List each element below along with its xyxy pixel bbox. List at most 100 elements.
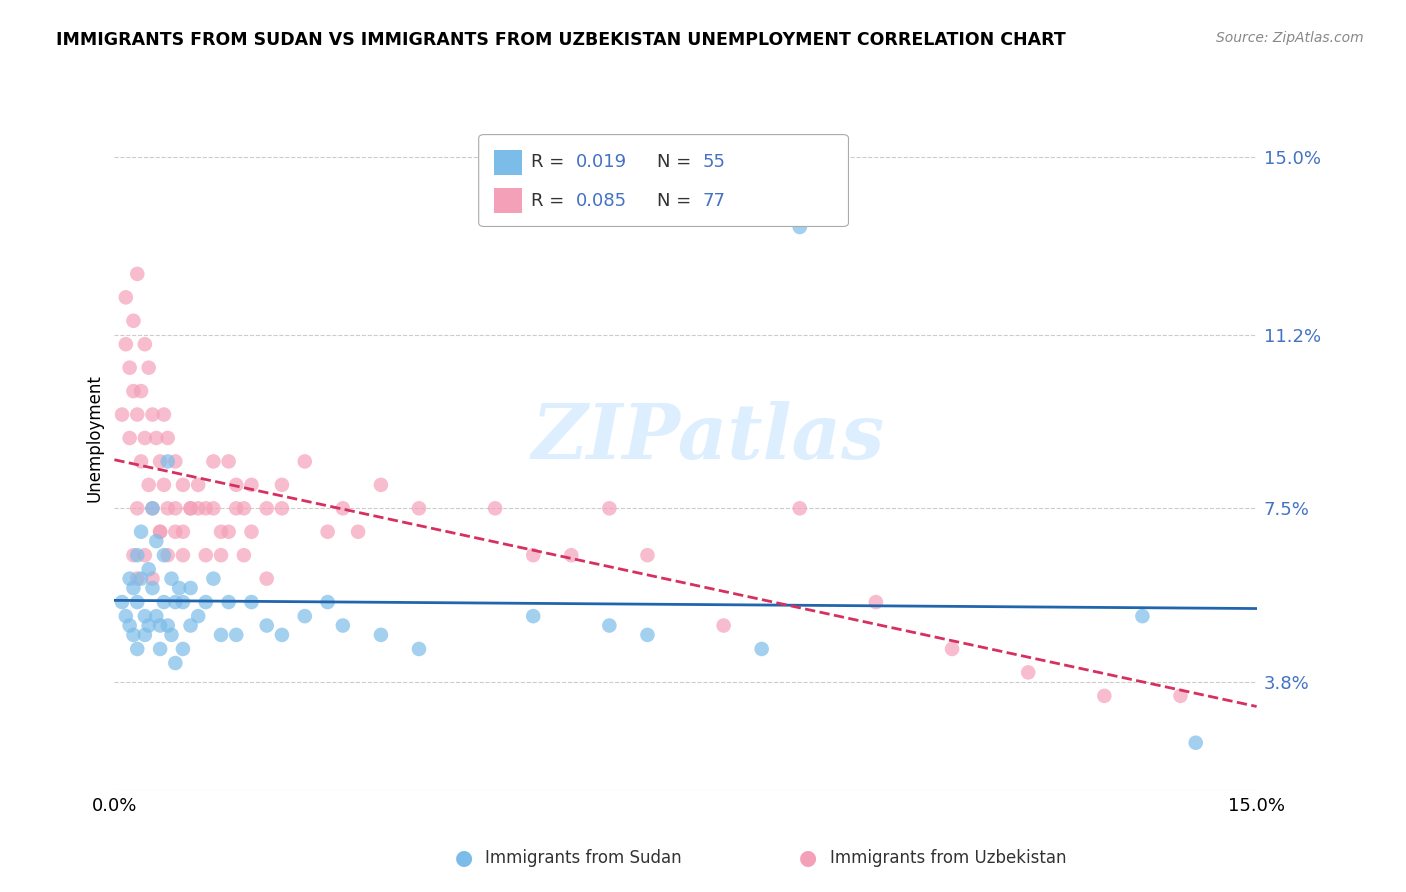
Point xyxy=(1132,609,1154,624)
Point xyxy=(194,595,217,609)
Point xyxy=(713,618,735,632)
Point xyxy=(209,524,232,539)
Point xyxy=(149,524,172,539)
Point xyxy=(194,548,217,562)
Point xyxy=(118,360,141,375)
Text: Source: ZipAtlas.com: Source: ZipAtlas.com xyxy=(1216,31,1364,45)
Point xyxy=(187,478,209,492)
Point xyxy=(751,642,773,657)
Point xyxy=(172,642,194,657)
Point xyxy=(134,337,156,351)
Text: R =: R = xyxy=(530,153,564,171)
Point xyxy=(1170,689,1192,703)
Point xyxy=(172,548,194,562)
Point xyxy=(149,642,172,657)
Point xyxy=(122,314,145,328)
Point xyxy=(218,454,240,468)
Point xyxy=(156,618,179,632)
Text: 55: 55 xyxy=(702,153,725,171)
Point xyxy=(134,628,156,642)
Point xyxy=(127,501,149,516)
Point xyxy=(202,501,225,516)
Point xyxy=(598,618,620,632)
Point xyxy=(598,501,620,516)
Point xyxy=(316,524,339,539)
Text: N =: N = xyxy=(657,192,692,210)
Point xyxy=(149,524,172,539)
Point xyxy=(180,581,202,595)
Point xyxy=(118,431,141,445)
Point xyxy=(114,337,136,351)
Point xyxy=(240,524,263,539)
Point xyxy=(153,548,176,562)
Point xyxy=(209,548,232,562)
Point xyxy=(225,628,247,642)
Point xyxy=(129,454,152,468)
Point xyxy=(129,572,152,586)
Point xyxy=(202,572,225,586)
Text: 0.085: 0.085 xyxy=(575,192,627,210)
Point xyxy=(153,478,176,492)
Point xyxy=(187,609,209,624)
Point xyxy=(114,609,136,624)
Point xyxy=(332,618,354,632)
Point xyxy=(149,454,172,468)
Point xyxy=(129,524,152,539)
Text: ZIPatlas: ZIPatlas xyxy=(531,401,884,475)
Text: 77: 77 xyxy=(702,192,725,210)
Point xyxy=(332,501,354,516)
Point xyxy=(636,628,658,642)
Point xyxy=(172,595,194,609)
Point xyxy=(865,595,887,609)
Point xyxy=(370,478,392,492)
Point xyxy=(347,524,370,539)
Point xyxy=(141,408,163,422)
Point xyxy=(271,501,294,516)
Point xyxy=(134,548,156,562)
Point xyxy=(194,501,217,516)
Point xyxy=(111,408,134,422)
Point xyxy=(145,431,167,445)
Point xyxy=(156,431,179,445)
Point xyxy=(127,642,149,657)
Text: Immigrants from Sudan: Immigrants from Sudan xyxy=(485,849,682,867)
Point xyxy=(160,628,183,642)
Point xyxy=(522,548,544,562)
Point xyxy=(111,595,134,609)
Point xyxy=(165,595,187,609)
Point xyxy=(129,384,152,398)
Point xyxy=(141,572,163,586)
Y-axis label: Unemployment: Unemployment xyxy=(86,374,103,502)
Point xyxy=(225,478,247,492)
Point xyxy=(172,478,194,492)
Point xyxy=(240,478,263,492)
Point xyxy=(138,618,160,632)
Point xyxy=(232,548,254,562)
Point xyxy=(408,501,430,516)
Point xyxy=(122,581,145,595)
Point xyxy=(127,548,149,562)
Text: ●: ● xyxy=(800,848,817,868)
Point xyxy=(789,501,811,516)
Point xyxy=(1092,689,1115,703)
Point xyxy=(153,595,176,609)
Point xyxy=(271,628,294,642)
Point xyxy=(256,572,278,586)
Point xyxy=(138,360,160,375)
Text: N =: N = xyxy=(657,153,692,171)
Point xyxy=(484,501,506,516)
Point xyxy=(408,642,430,657)
Point xyxy=(145,609,167,624)
Text: Immigrants from Uzbekistan: Immigrants from Uzbekistan xyxy=(830,849,1066,867)
Point xyxy=(294,609,316,624)
Point xyxy=(522,609,544,624)
Point xyxy=(127,595,149,609)
Point xyxy=(127,267,149,281)
Point xyxy=(114,290,136,304)
Point xyxy=(165,501,187,516)
Point xyxy=(122,384,145,398)
Point xyxy=(218,595,240,609)
Point xyxy=(180,501,202,516)
Point xyxy=(127,408,149,422)
Point xyxy=(167,581,190,595)
